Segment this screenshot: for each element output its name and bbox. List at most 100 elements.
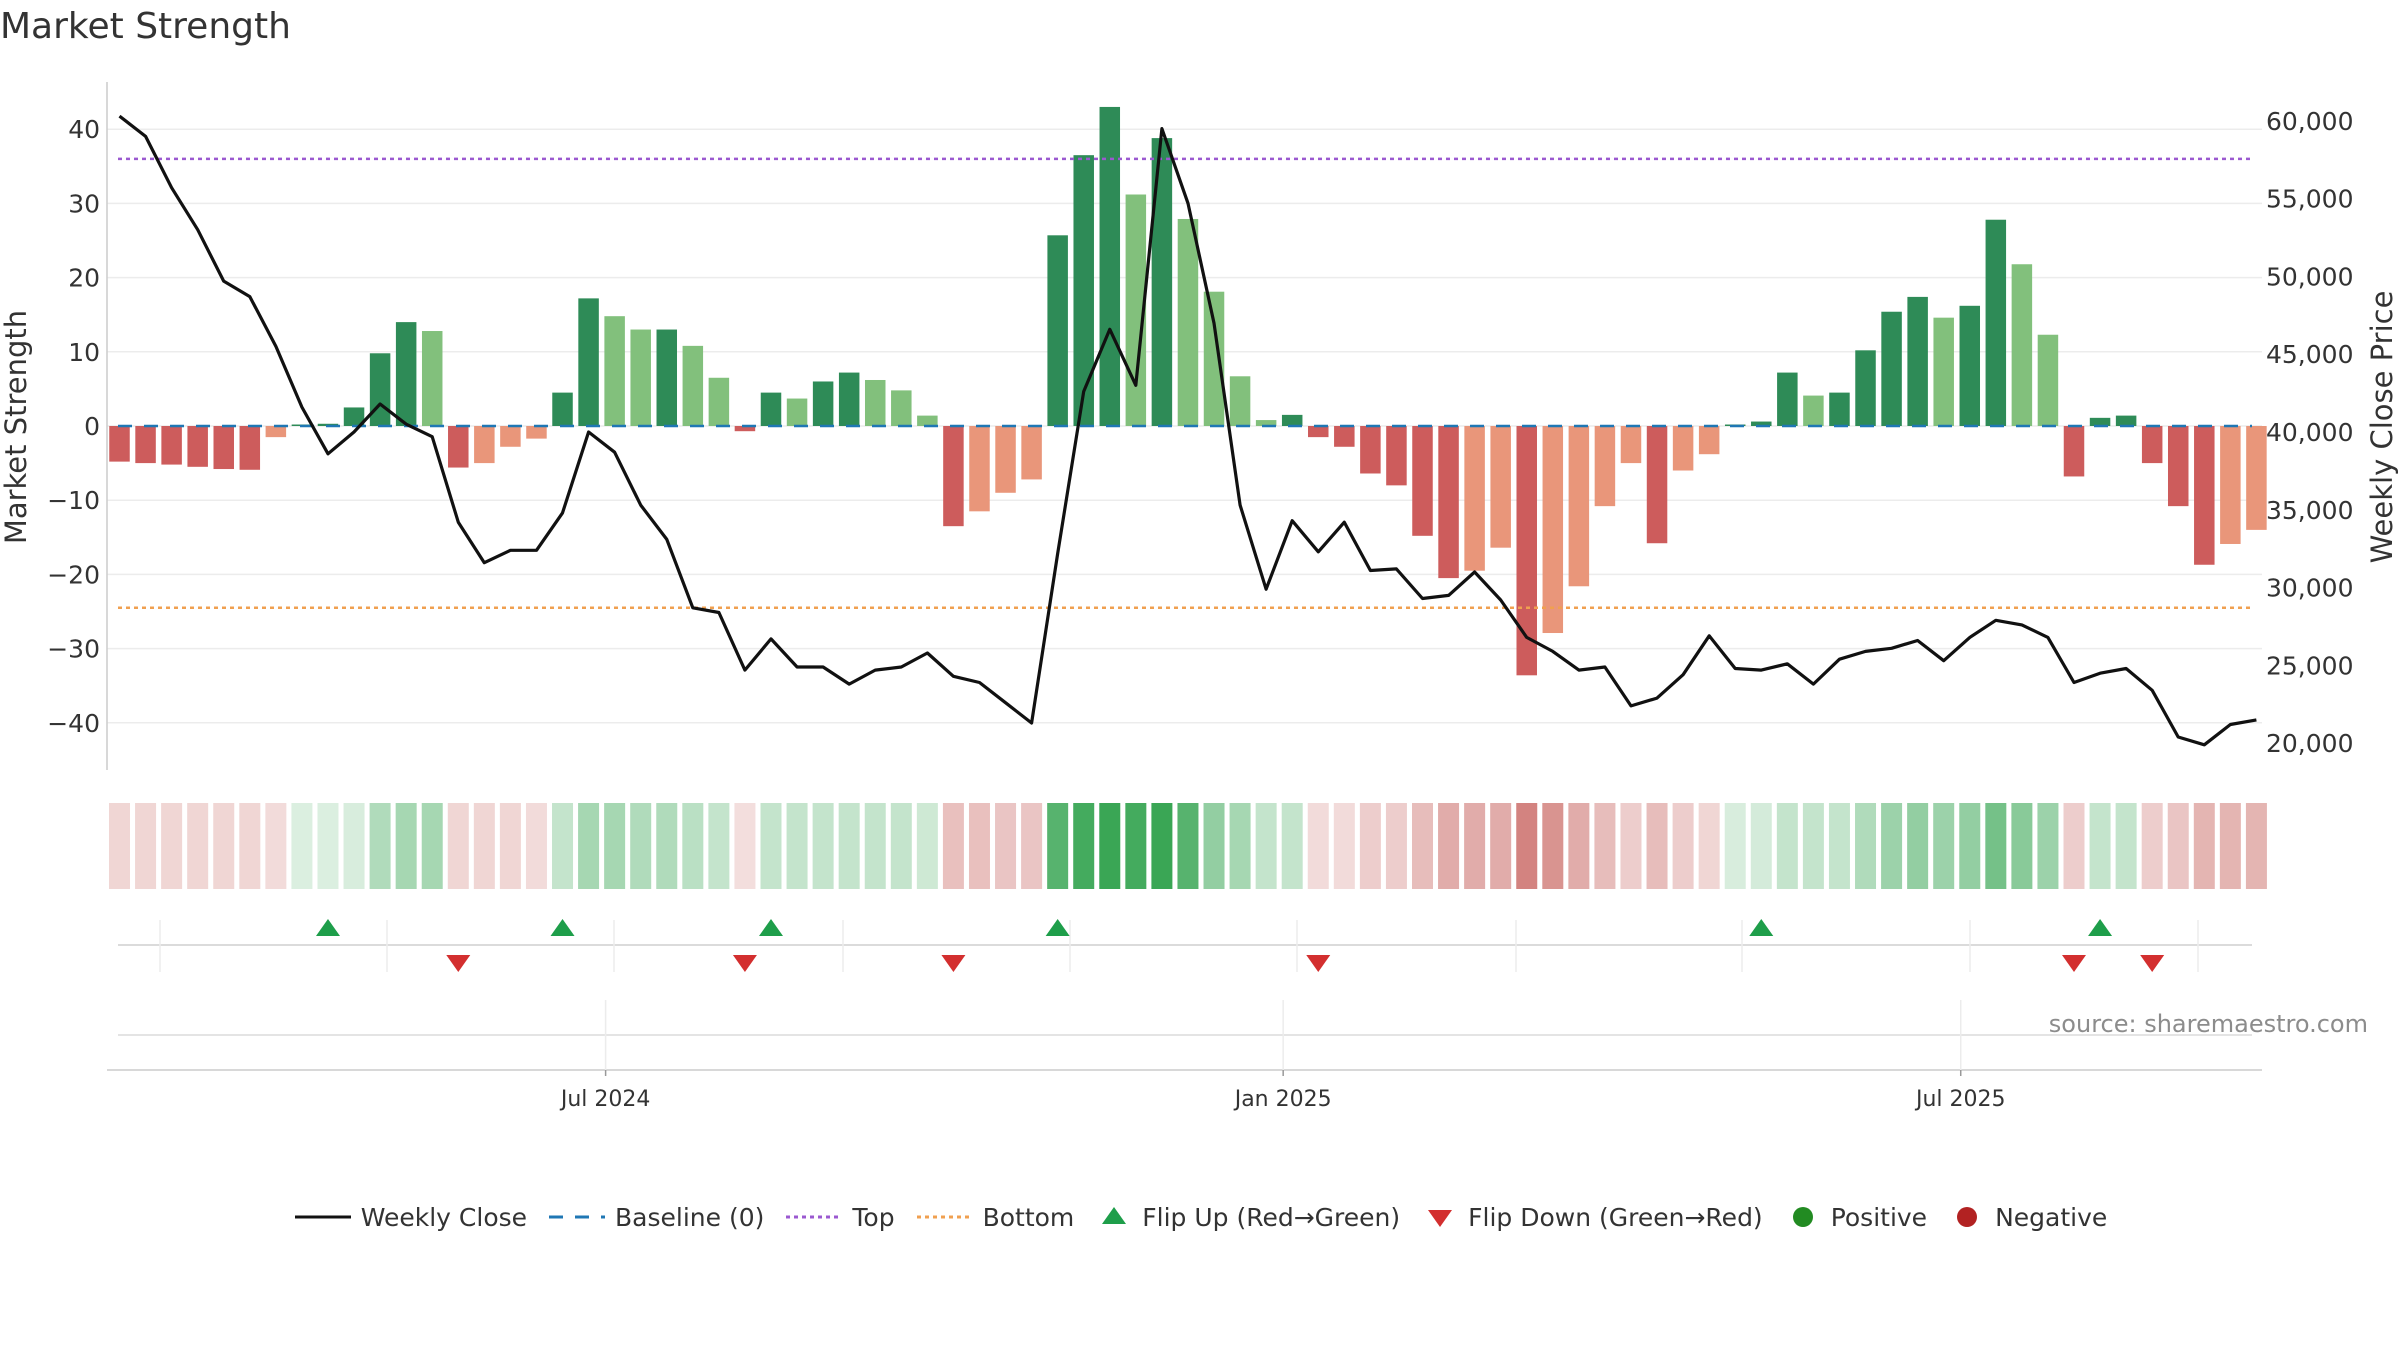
strength-bar	[1438, 426, 1459, 579]
x-tick-label: Jul 2024	[559, 1087, 651, 1112]
flip-markers-panel	[118, 919, 2252, 972]
heatmap-cell	[838, 803, 860, 889]
strength-bar	[1698, 426, 1720, 455]
strength-bar	[1959, 305, 1981, 426]
heatmap-cell	[1672, 803, 1694, 889]
left-axis: 40 30 20 10 0 −10 −20 −30 −40	[47, 82, 108, 770]
strength-bar	[2246, 426, 2267, 530]
strength-bar	[343, 407, 365, 426]
strength-bar	[1672, 426, 1694, 471]
heatmap-cell	[1464, 803, 1486, 889]
heatmap-cell	[317, 803, 339, 889]
strength-bar	[1177, 218, 1199, 426]
strength-bar	[2063, 426, 2085, 477]
green-dot-icon	[1783, 1202, 1823, 1232]
flip-down-marker	[941, 955, 966, 972]
heatmap-cell	[1542, 803, 1564, 889]
strength-bar	[265, 426, 287, 438]
strength-bar	[1255, 420, 1277, 426]
right-axis-label: Weekly Close Price	[2365, 291, 2399, 564]
x-tick-label: Jul 2025	[1914, 1087, 2006, 1112]
strength-bar	[1777, 372, 1798, 426]
source-attribution: source: sharemaestro.com	[2048, 1010, 2368, 1038]
heatmap-cell	[916, 803, 938, 889]
left-tick-label: 40	[68, 115, 100, 144]
strength-bar	[682, 345, 704, 426]
left-tick-label: −30	[47, 635, 100, 664]
heatmap-cell	[1177, 803, 1199, 889]
flip-down-marker	[2140, 955, 2165, 972]
strength-bar	[1646, 426, 1668, 544]
flip-up-marker	[550, 919, 575, 936]
dotted-line-icon	[784, 1202, 844, 1232]
heatmap-cell	[864, 803, 886, 889]
legend-label: Negative	[1995, 1202, 2108, 1232]
heatmap-cell	[1099, 803, 1121, 889]
heatmap-cell	[1281, 803, 1303, 889]
heatmap-cell	[369, 803, 391, 889]
heatmap-cell	[1698, 803, 1720, 889]
strength-bar	[2115, 415, 2137, 426]
strength-bar	[109, 426, 130, 462]
heatmap-cell	[395, 803, 417, 889]
heatmap-cell	[265, 803, 287, 889]
heatmap-cell	[2245, 803, 2267, 889]
strength-bar	[1229, 376, 1251, 426]
strength-bar	[995, 426, 1016, 493]
strength-bars	[109, 106, 2267, 676]
heatmap-cell	[1516, 803, 1538, 889]
heatmap-cell	[1307, 803, 1329, 889]
heatmap-cell	[135, 803, 157, 889]
heatmap-cell	[499, 803, 521, 889]
strength-bar	[1464, 426, 1485, 571]
chart-title: Market Strength	[0, 6, 291, 47]
legend-positive: Positive	[1783, 1202, 1927, 1232]
legend-flip-up: Flip Up (Red→Green)	[1094, 1202, 1400, 1232]
heatmap-cell	[942, 803, 964, 889]
right-tick-label: 30,000	[2266, 574, 2353, 603]
legend-label: Positive	[1830, 1202, 1928, 1232]
heatmap-cell	[786, 803, 808, 889]
legend-top: Top	[784, 1202, 895, 1232]
strength-bar	[213, 426, 234, 470]
strength-bar	[474, 426, 495, 464]
heatmap-cell	[734, 803, 756, 889]
heatmap-cell	[1933, 803, 1955, 889]
strength-bar	[1151, 138, 1173, 426]
right-tick-label: 50,000	[2266, 262, 2353, 291]
legend-label: Flip Down (Green→Red)	[1468, 1202, 1763, 1232]
right-tick-label: 40,000	[2266, 418, 2353, 447]
heatmap-cell	[1255, 803, 1277, 889]
heatmap-cell	[2193, 803, 2215, 889]
heatmap-cell	[995, 803, 1017, 889]
strength-bar	[1829, 392, 1850, 426]
heatmap-cell	[760, 803, 782, 889]
heatmap-cell	[1047, 803, 1069, 889]
heatmap-cell	[1776, 803, 1798, 889]
heatmap-cell	[2167, 803, 2189, 889]
strength-bar	[2194, 426, 2215, 565]
legend-flip-down: Flip Down (Green→Red)	[1420, 1202, 1763, 1232]
strength-bar	[2011, 264, 2033, 426]
heatmap-cell	[1359, 803, 1381, 889]
strength-bar	[1308, 426, 1329, 438]
heatmap-cell	[109, 803, 130, 889]
red-dot-icon	[1947, 1202, 1987, 1232]
strength-bar	[187, 426, 208, 467]
legend-weekly-close: Weekly Close	[293, 1202, 527, 1232]
heatmap-cell	[1073, 803, 1095, 889]
strength-bar	[1542, 426, 1564, 634]
right-tick-label: 25,000	[2266, 651, 2353, 680]
flip-down-marker	[2062, 955, 2086, 972]
heatmap-cell	[1490, 803, 1512, 889]
legend-label: Baseline (0)	[615, 1202, 765, 1232]
triangle-up-icon	[1094, 1202, 1134, 1232]
strength-bar	[943, 426, 964, 527]
strength-bar	[2037, 334, 2059, 426]
strength-bar	[760, 392, 782, 426]
heatmap-cell	[2037, 803, 2059, 889]
strength-bar	[1125, 194, 1147, 426]
heatmap-cell	[291, 803, 313, 889]
strength-bar	[135, 426, 156, 464]
heatmap-cell	[2141, 803, 2163, 889]
